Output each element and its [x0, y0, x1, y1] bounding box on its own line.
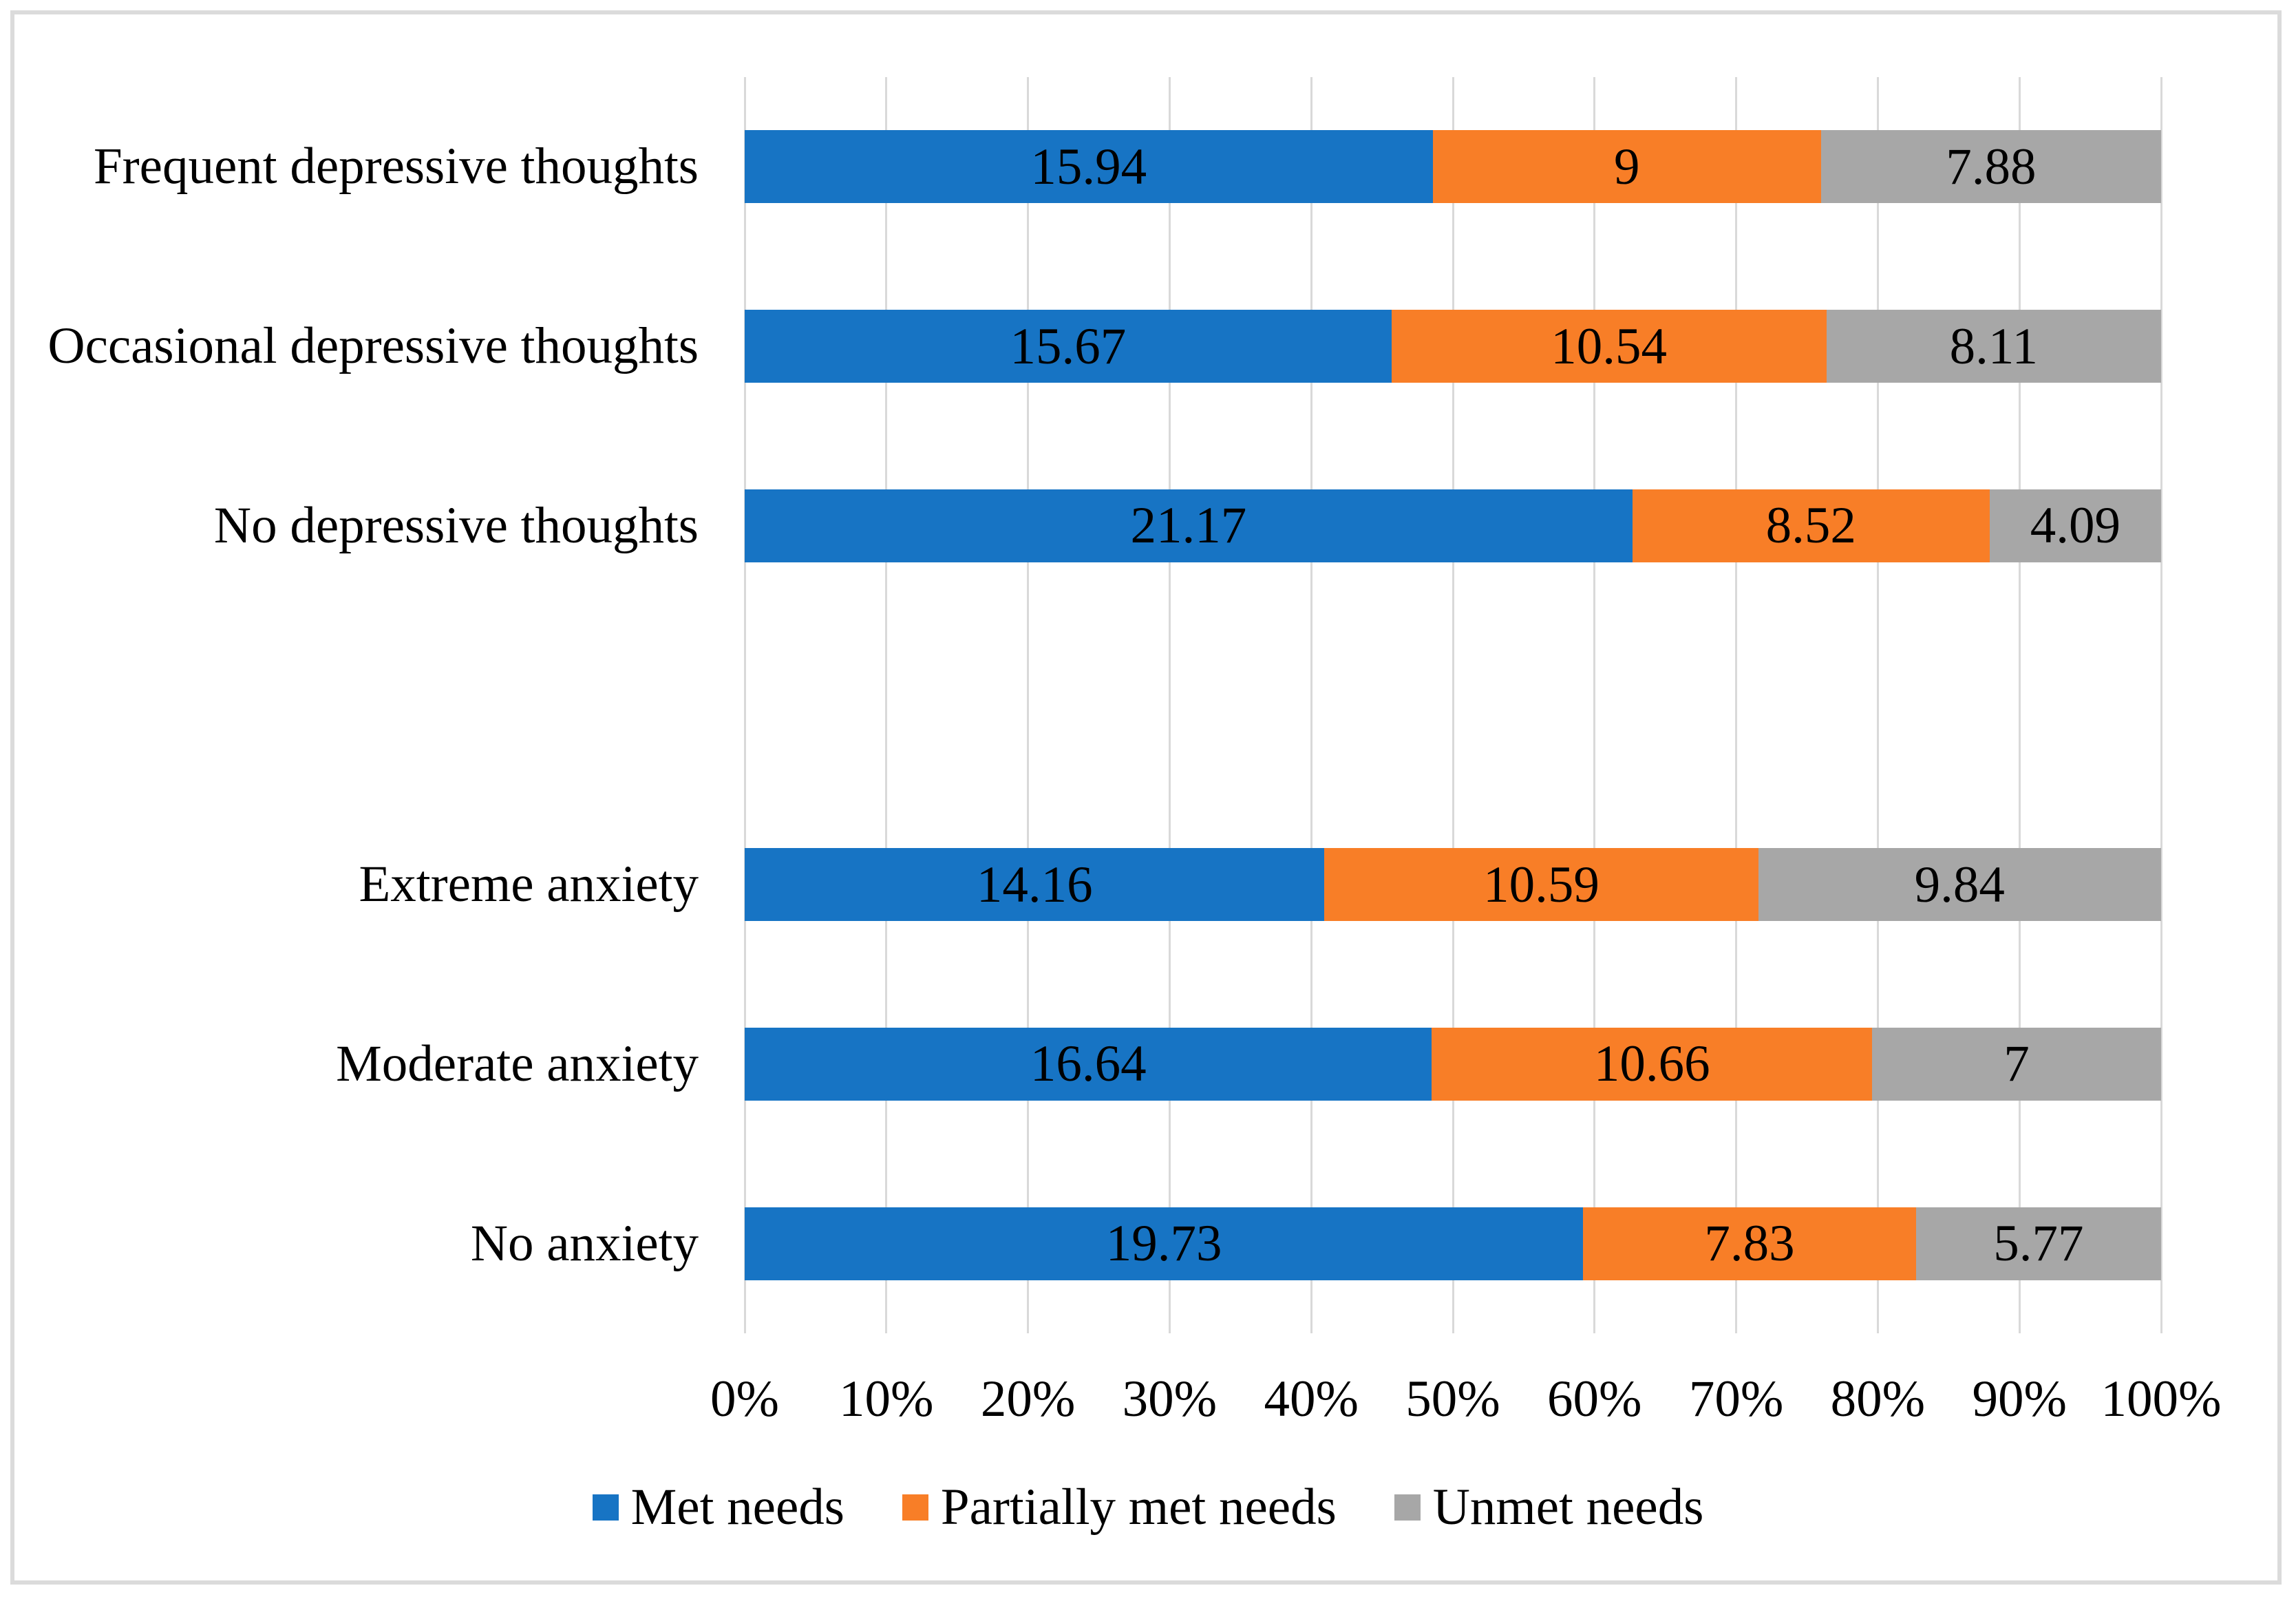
x-tick-label: 60% [1547, 1370, 1642, 1428]
bar-segment-unmet-needs: 4.09 [1989, 489, 2161, 562]
value-label: 14.16 [976, 856, 1093, 913]
x-tick-label: 90% [1972, 1370, 2067, 1428]
x-tick-label: 40% [1264, 1370, 1359, 1428]
legend: Met needs Partially met needs Unmet needs [0, 1476, 2296, 1538]
gridline-20% [1027, 77, 1030, 1333]
bar-row: 21.17 8.52 4.09 [745, 489, 2161, 562]
value-label: 7.83 [1704, 1215, 1795, 1273]
legend-label: Unmet needs [1432, 1479, 1704, 1536]
value-label: 8.11 [1949, 317, 2039, 375]
legend-label: Met needs [630, 1479, 844, 1536]
value-label: 15.94 [1030, 138, 1147, 195]
value-label: 10.59 [1483, 856, 1599, 913]
value-label: 21.17 [1130, 497, 1247, 555]
value-label: 10.54 [1551, 317, 1668, 375]
bar-segment-unmet-needs: 9.84 [1758, 848, 2161, 922]
value-label: 19.73 [1105, 1215, 1222, 1273]
value-label: 8.52 [1765, 497, 1856, 555]
bar-segment-met-needs: 15.67 [745, 310, 1392, 383]
legend-item: Unmet needs [1394, 1478, 1704, 1537]
bar-segment-unmet-needs: 7.88 [1820, 130, 2161, 204]
bar-segment-unmet-needs: 8.11 [1826, 310, 2161, 383]
value-label: 4.09 [2030, 497, 2121, 555]
gridline-50% [1452, 77, 1454, 1333]
category-label: Extreme anxiety [359, 856, 699, 913]
bar-segment-partially-met-needs: 9 [1432, 130, 1821, 204]
value-label: 7 [2003, 1035, 2030, 1093]
gridline-80% [1876, 77, 1879, 1333]
legend-swatch [902, 1494, 928, 1521]
gridline-70% [1735, 77, 1738, 1333]
value-label: 7.88 [1946, 138, 2037, 195]
gridline-100% [2160, 77, 2162, 1333]
x-tick-label: 100% [2101, 1370, 2222, 1428]
bar-segment-unmet-needs: 7 [1871, 1027, 2161, 1101]
bar-segment-met-needs: 21.17 [745, 489, 1633, 562]
value-label: 9 [1613, 138, 1640, 195]
gridline-0% [743, 77, 746, 1333]
category-label: No anxiety [470, 1214, 699, 1272]
bar-segment-partially-met-needs: 10.66 [1432, 1027, 1872, 1101]
legend-label: Partially met needs [940, 1479, 1337, 1536]
gridline-40% [1310, 77, 1312, 1333]
x-tick-label: 20% [980, 1370, 1076, 1428]
x-axis: 0% 10% 20% 30% 40% 50% 60% 70% 80% 90% 100% [0, 1366, 2296, 1432]
bar-segment-partially-met-needs: 8.52 [1632, 489, 1990, 562]
bar-row: 14.16 10.59 9.84 [745, 848, 2161, 922]
value-label: 16.64 [1030, 1035, 1147, 1093]
bar-segment-partially-met-needs: 7.83 [1583, 1207, 1916, 1280]
x-tick-label: 80% [1830, 1370, 1926, 1428]
bar-row: 19.73 7.83 5.77 [745, 1207, 2161, 1280]
value-label: 5.77 [1993, 1215, 2084, 1273]
category-label: Moderate anxiety [336, 1035, 699, 1092]
bar-segment-met-needs: 16.64 [745, 1027, 1432, 1101]
category-label: No depressive thoughts [213, 496, 699, 554]
legend-item: Met needs [592, 1478, 844, 1537]
x-tick-label: 70% [1688, 1370, 1784, 1428]
bar-segment-met-needs: 14.16 [745, 848, 1325, 922]
gridline-90% [2018, 77, 2021, 1333]
value-label: 10.66 [1593, 1035, 1710, 1093]
plot-area: 15.94 9 7.88 15.67 10.54 8.11 21.17 8.52 4.09 14.… [743, 77, 2162, 1333]
x-tick-label: 10% [839, 1370, 934, 1428]
legend-swatch [1394, 1494, 1421, 1521]
bar-segment-partially-met-needs: 10.59 [1324, 848, 1758, 922]
bar-row: 15.94 9 7.88 [745, 130, 2161, 204]
x-tick-label: 30% [1122, 1370, 1218, 1428]
bar-row: 15.67 10.54 8.11 [745, 310, 2161, 383]
value-label: 9.84 [1914, 856, 2005, 913]
bar-segment-met-needs: 19.73 [745, 1207, 1584, 1280]
value-label: 15.67 [1010, 317, 1127, 375]
legend-item: Partially met needs [902, 1478, 1337, 1537]
bar-row: 16.64 10.66 7 [745, 1027, 2161, 1101]
bar-segment-met-needs: 15.94 [745, 130, 1433, 204]
bar-segment-partially-met-needs: 10.54 [1391, 310, 1827, 383]
gridline-60% [1593, 77, 1596, 1333]
bar-segment-unmet-needs: 5.77 [1915, 1207, 2161, 1280]
x-tick-label: 0% [710, 1370, 779, 1428]
gridline-30% [1168, 77, 1171, 1333]
category-label: Occasional depressive thoughts [47, 317, 699, 375]
x-tick-label: 50% [1405, 1370, 1500, 1428]
legend-swatch [592, 1494, 619, 1521]
category-axis-labels: Frequent depressive thoughts Occasional d… [0, 0, 699, 1599]
gridline-10% [885, 77, 888, 1333]
category-label: Frequent depressive thoughts [93, 138, 699, 195]
chart-border-frame [10, 10, 2282, 1585]
